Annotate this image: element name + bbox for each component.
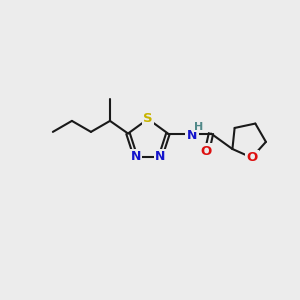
Text: S: S <box>143 112 153 125</box>
Text: H: H <box>194 122 204 131</box>
Text: O: O <box>200 145 211 158</box>
Text: N: N <box>155 151 166 164</box>
Text: N: N <box>187 129 197 142</box>
Text: N: N <box>130 151 141 164</box>
Text: O: O <box>246 151 257 164</box>
